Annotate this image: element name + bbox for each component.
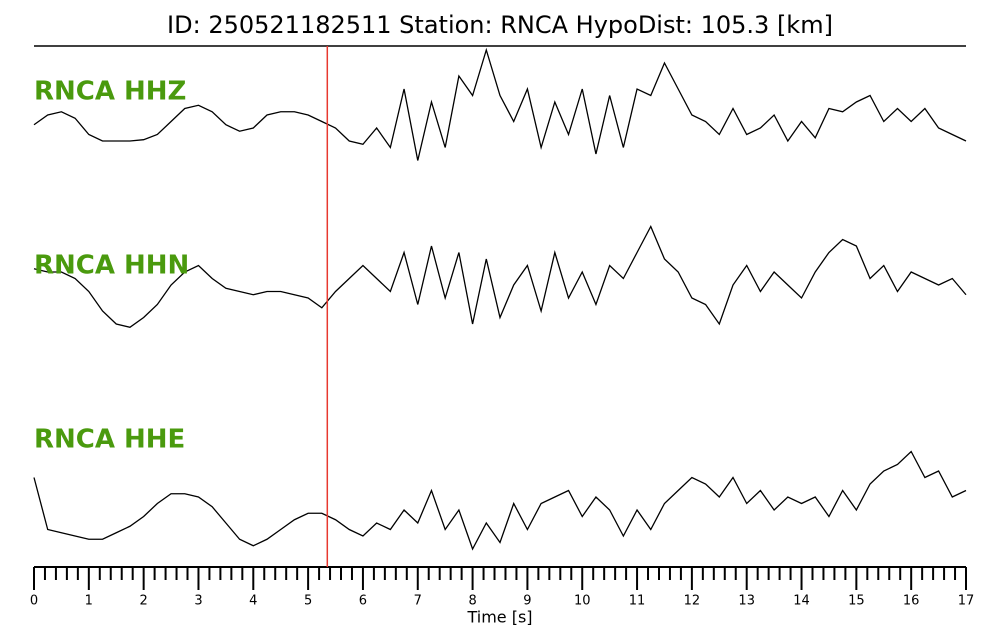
x-tick-label: 1: [85, 594, 93, 609]
x-tick-label: 17: [958, 594, 975, 609]
x-tick-label: 6: [359, 594, 367, 609]
x-tick-label: 0: [30, 594, 38, 609]
x-tick-label: 11: [629, 594, 646, 609]
trace-label: RNCA HHE: [34, 425, 185, 455]
x-tick-label: 10: [574, 594, 591, 609]
x-tick-label: 8: [468, 594, 476, 609]
waveform: [33, 47, 967, 161]
x-tick-label: 16: [903, 594, 920, 609]
x-tick-label: 14: [793, 594, 810, 609]
x-tick-label: 5: [304, 594, 312, 609]
x-tick-label: 4: [249, 594, 257, 609]
trace-label: RNCA HHZ: [34, 77, 186, 107]
chart-title: ID: 250521182511 Station: RNCA HypoDist:…: [167, 11, 833, 39]
waveform: [33, 450, 967, 551]
x-tick-label: 3: [194, 594, 202, 609]
x-tick-label: 15: [848, 594, 865, 609]
x-tick-label: 13: [738, 594, 755, 609]
x-tick-label: 7: [414, 594, 422, 609]
x-axis-label: Time [s]: [466, 608, 532, 627]
waveform: [33, 224, 967, 328]
trace-label: RNCA HHN: [34, 251, 189, 281]
x-tick-label: 2: [140, 594, 148, 609]
x-tick-label: 9: [523, 594, 531, 609]
x-tick-label: 12: [684, 594, 701, 609]
